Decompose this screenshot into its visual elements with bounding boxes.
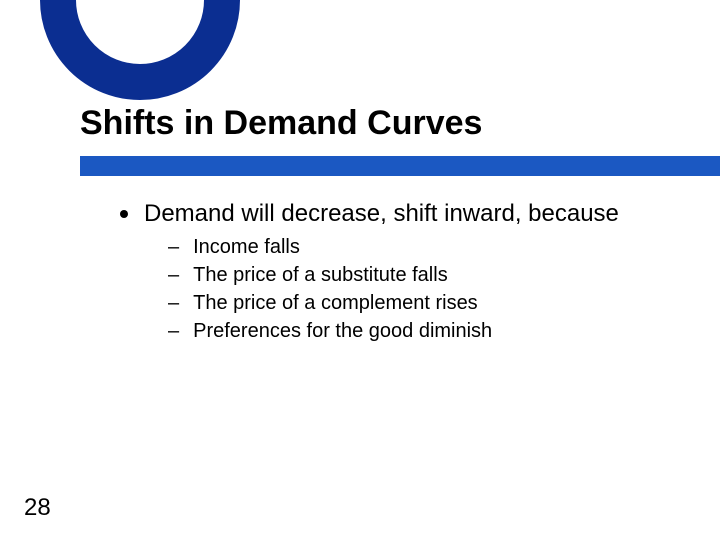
- page-number: 28: [24, 494, 51, 522]
- dash-icon: –: [168, 234, 179, 260]
- bullet-level1: Demand will decrease, shift inward, beca…: [120, 200, 680, 228]
- decor-ring: [40, 0, 240, 100]
- slide: Shifts in Demand Curves Demand will decr…: [0, 0, 720, 540]
- bullet-level2-text: The price of a complement rises: [193, 290, 478, 316]
- dash-icon: –: [168, 318, 179, 344]
- bullet-level2-text: Preferences for the good diminish: [193, 318, 492, 344]
- bullet-level2: – The price of a substitute falls: [168, 262, 680, 288]
- dash-icon: –: [168, 262, 179, 288]
- bullet-dot-icon: [120, 210, 128, 218]
- sub-bullet-list: – Income falls – The price of a substitu…: [168, 234, 680, 344]
- dash-icon: –: [168, 290, 179, 316]
- title-underline-bar: [80, 156, 720, 176]
- bullet-level2: – Income falls: [168, 234, 680, 260]
- slide-title: Shifts in Demand Curves: [80, 104, 680, 147]
- content-area: Demand will decrease, shift inward, beca…: [120, 200, 680, 346]
- title-area: Shifts in Demand Curves: [80, 104, 680, 147]
- bullet-level1-text: Demand will decrease, shift inward, beca…: [144, 200, 619, 228]
- bullet-level2-text: The price of a substitute falls: [193, 262, 448, 288]
- bullet-level2: – The price of a complement rises: [168, 290, 680, 316]
- bullet-level2-text: Income falls: [193, 234, 300, 260]
- bullet-level2: – Preferences for the good diminish: [168, 318, 680, 344]
